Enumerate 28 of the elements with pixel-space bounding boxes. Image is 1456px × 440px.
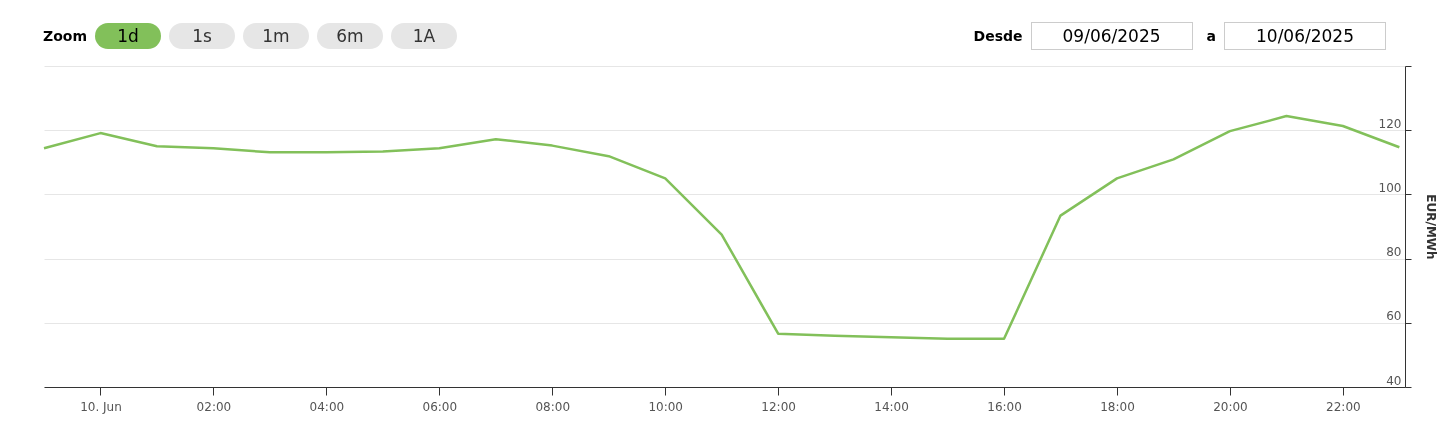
zoom-button: 1s [169, 23, 235, 49]
x-tick-label: 16:00 [987, 399, 1022, 414]
zoom-button: 1d [95, 23, 161, 49]
y-tick-label: 80 [1386, 245, 1402, 260]
text: Desde [973, 28, 1023, 44]
y-tick-label: 100 [1378, 180, 1402, 195]
x-tick-label: 04:00 [309, 399, 345, 414]
x-tick-label: 10. Jun [80, 399, 122, 414]
zoom-button: 1A [391, 23, 457, 49]
date-field: 09/06/2025 [1030, 22, 1193, 50]
text: a [1206, 28, 1216, 44]
x-tick-label: 02:00 [196, 399, 232, 414]
zoom-button: 1m [243, 23, 309, 49]
y-tick-label: 60 [1386, 309, 1402, 324]
x-tick-label: 20:00 [1213, 399, 1248, 414]
y-tick-label: 40 [1386, 373, 1402, 388]
x-tick-label: 14:00 [874, 399, 909, 414]
x-tick-label: 08:00 [535, 399, 571, 414]
x-tick-label: 18:00 [1100, 399, 1135, 414]
x-tick-label: 10:00 [648, 399, 683, 414]
x-tick-label: 06:00 [422, 399, 458, 414]
x-tick-label: 12:00 [761, 399, 796, 414]
zoom-button: 6m [317, 23, 383, 49]
y-tick-label: 120 [1378, 116, 1402, 131]
date-field: 10/06/2025 [1224, 22, 1386, 50]
text: Zoom [43, 28, 87, 44]
x-tick-label: 22:00 [1326, 399, 1361, 414]
y-axis-title: EUR/MWh [1424, 194, 1438, 260]
